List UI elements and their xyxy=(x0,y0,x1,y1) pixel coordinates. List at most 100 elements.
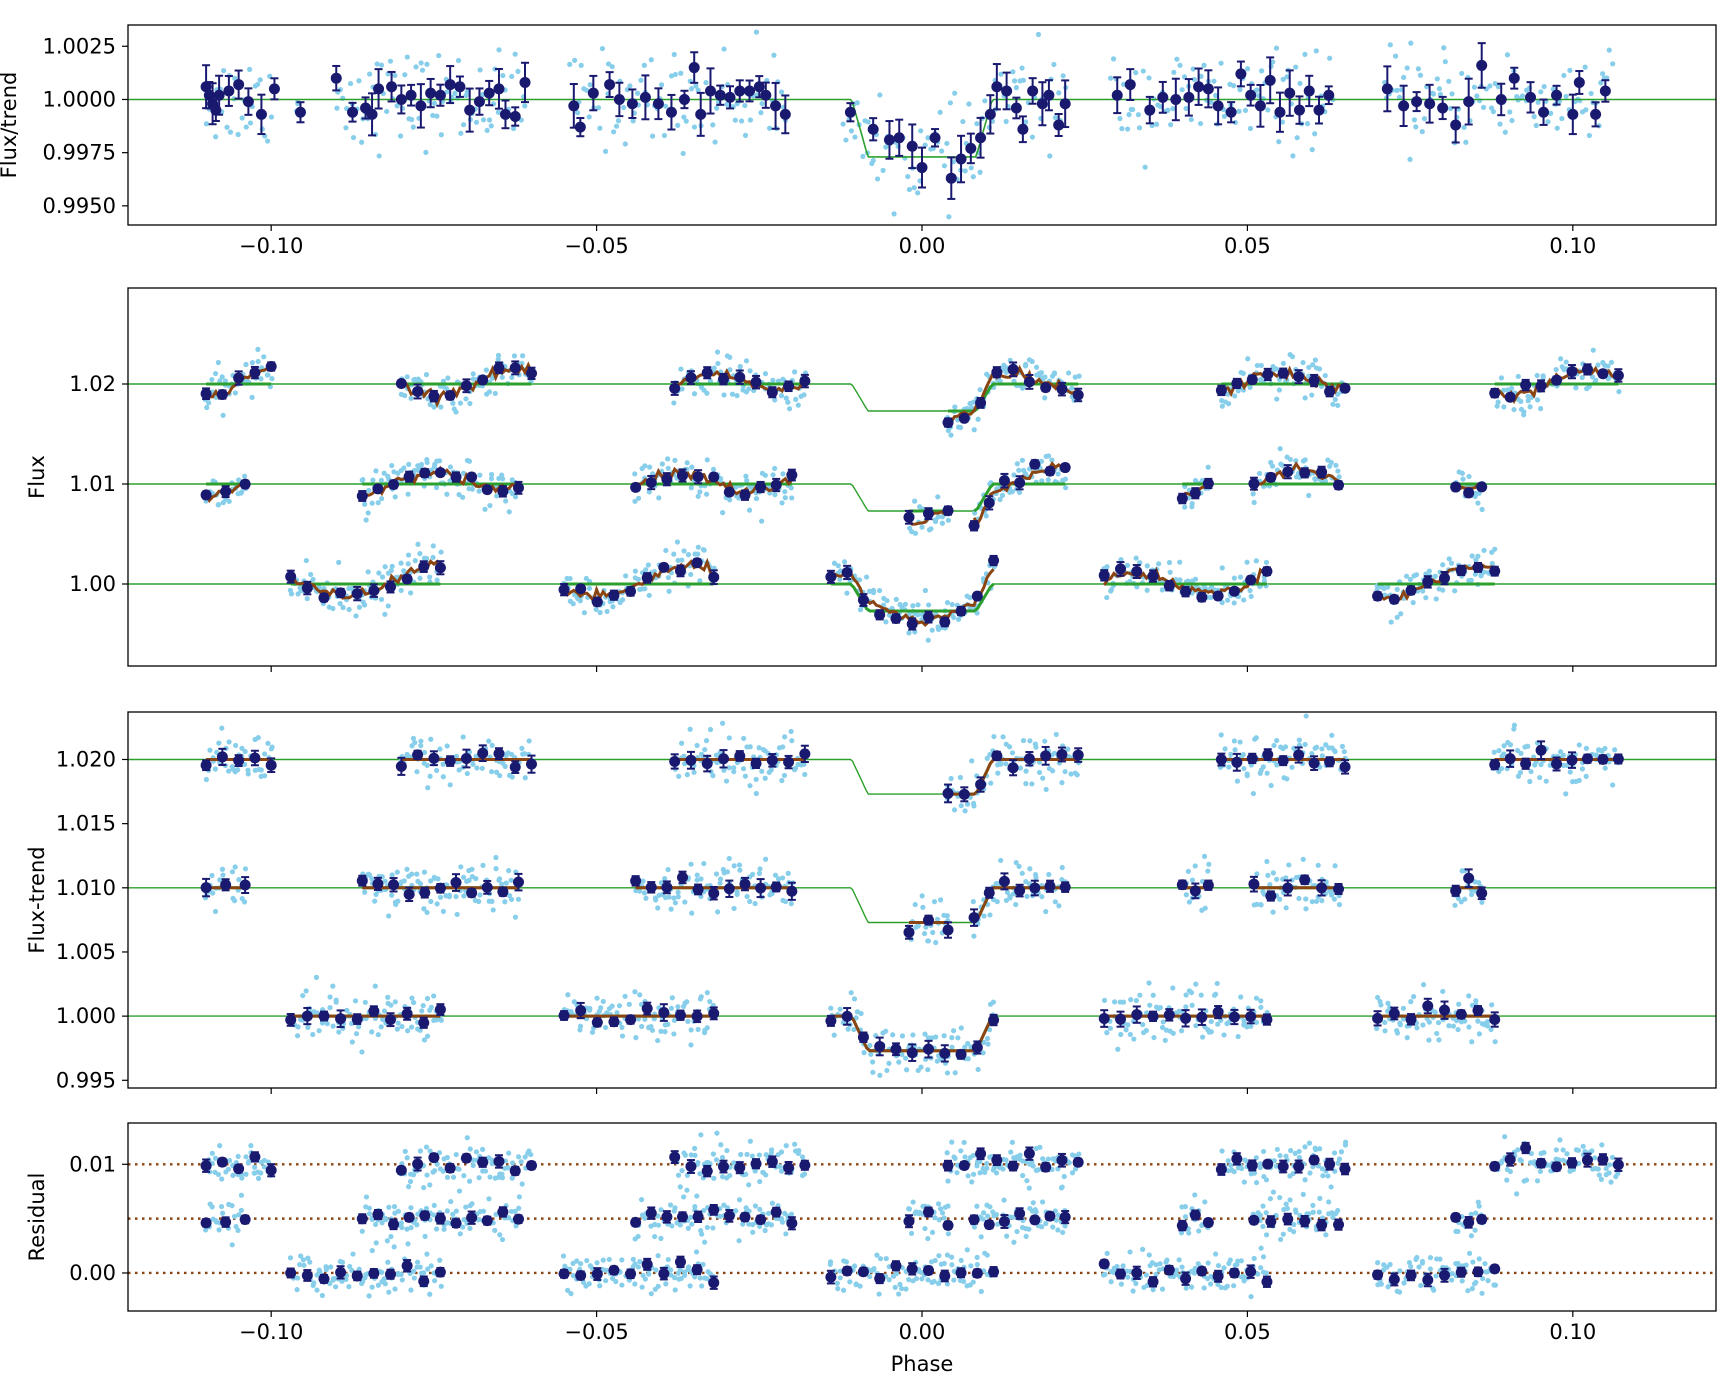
raw-data-point xyxy=(1440,587,1446,593)
binned-data-point xyxy=(942,417,954,429)
raw-data-point xyxy=(999,492,1006,498)
raw-data-point xyxy=(1387,1005,1393,1011)
raw-data-point xyxy=(1131,1036,1137,1042)
raw-data-point xyxy=(695,544,701,550)
binned-data-point xyxy=(1163,580,1175,592)
raw-data-point xyxy=(671,1017,677,1024)
raw-data-point xyxy=(1029,358,1035,365)
raw-data-point xyxy=(1153,121,1160,127)
binned-data-point xyxy=(971,590,983,602)
raw-data-point xyxy=(1517,769,1524,776)
binned-data-point xyxy=(942,924,954,936)
raw-data-point xyxy=(783,395,789,401)
raw-data-point xyxy=(486,389,493,395)
raw-data-point xyxy=(750,871,756,877)
raw-data-point xyxy=(1563,359,1569,365)
raw-data-point xyxy=(404,751,410,758)
raw-data-point xyxy=(378,62,385,68)
raw-data-point xyxy=(458,130,464,136)
raw-data-point xyxy=(294,1033,301,1039)
binned-data-point xyxy=(575,1005,587,1017)
raw-data-point xyxy=(640,878,646,884)
raw-data-point xyxy=(1023,879,1029,885)
raw-data-point xyxy=(1069,385,1075,391)
raw-data-point xyxy=(1248,1023,1254,1029)
raw-data-point xyxy=(1460,476,1466,482)
raw-data-point xyxy=(1511,722,1518,728)
binned-data-point xyxy=(1254,100,1266,112)
raw-data-point xyxy=(714,349,721,355)
raw-data-point xyxy=(593,606,599,613)
raw-data-point xyxy=(493,854,499,861)
raw-data-point xyxy=(1201,853,1208,859)
raw-data-point xyxy=(801,392,807,398)
binned-data-point xyxy=(242,96,254,108)
raw-data-point xyxy=(981,1039,987,1045)
raw-data-point xyxy=(226,768,232,774)
raw-data-point xyxy=(1016,489,1023,496)
raw-data-point xyxy=(1476,1031,1482,1037)
binned-data-point xyxy=(200,1160,212,1172)
binned-data-point xyxy=(674,1009,686,1021)
binned-data-point xyxy=(958,788,970,800)
raw-data-point xyxy=(1479,506,1485,513)
raw-data-point xyxy=(1378,1002,1384,1008)
raw-data-point xyxy=(1020,737,1027,744)
binned-data-point xyxy=(1059,98,1071,110)
raw-data-point xyxy=(1605,363,1611,369)
binned-data-point xyxy=(1504,753,1516,765)
raw-data-point xyxy=(1240,370,1246,376)
raw-data-point xyxy=(1396,94,1403,100)
binned-data-point xyxy=(1405,584,1417,596)
raw-data-point xyxy=(336,559,342,565)
binned-data-point xyxy=(239,879,251,891)
binned-data-point xyxy=(1422,1000,1434,1012)
raw-data-point xyxy=(453,1151,459,1158)
raw-data-point xyxy=(1563,93,1569,100)
binned-data-point xyxy=(691,1010,703,1022)
binned-data-point xyxy=(351,588,363,600)
raw-data-point xyxy=(1312,357,1319,363)
raw-data-point xyxy=(477,472,483,478)
binned-data-point xyxy=(466,887,478,899)
raw-data-point xyxy=(778,393,785,399)
raw-data-point xyxy=(893,596,899,602)
raw-data-point xyxy=(1219,565,1225,571)
raw-data-point xyxy=(666,588,672,594)
raw-data-point xyxy=(782,489,788,495)
raw-data-point xyxy=(884,598,890,604)
binned-data-point xyxy=(799,375,811,387)
raw-data-point xyxy=(1583,745,1589,751)
raw-data-point xyxy=(434,1161,440,1167)
raw-data-point xyxy=(1437,91,1443,97)
binned-data-point xyxy=(1029,458,1041,470)
raw-data-point xyxy=(1312,476,1318,483)
binned-data-point xyxy=(1098,569,1110,581)
binned-data-point xyxy=(1316,882,1328,894)
raw-data-point xyxy=(1385,1000,1391,1006)
plot-area xyxy=(128,346,1716,643)
raw-data-point xyxy=(1259,68,1265,74)
raw-data-point xyxy=(1208,1018,1214,1025)
raw-data-point xyxy=(1400,1005,1407,1011)
raw-data-point xyxy=(1165,107,1171,113)
raw-data-point xyxy=(1531,114,1537,120)
raw-data-point xyxy=(1459,70,1465,77)
binned-data-point xyxy=(975,779,987,791)
raw-data-point xyxy=(674,539,681,545)
raw-data-point xyxy=(1177,559,1183,565)
raw-data-point xyxy=(1059,780,1065,786)
binned-data-point xyxy=(1282,882,1294,894)
raw-data-point xyxy=(423,371,430,378)
raw-data-point xyxy=(1534,397,1541,403)
raw-data-point xyxy=(1191,76,1197,83)
binned-data-point xyxy=(984,108,996,120)
binned-data-point xyxy=(770,100,782,112)
raw-data-point xyxy=(1159,1024,1166,1031)
raw-data-point xyxy=(333,999,339,1005)
binned-data-point xyxy=(755,882,767,894)
raw-data-point xyxy=(1488,1026,1494,1033)
raw-data-point xyxy=(903,1055,909,1061)
raw-data-point xyxy=(701,860,707,867)
raw-data-point xyxy=(883,619,889,625)
